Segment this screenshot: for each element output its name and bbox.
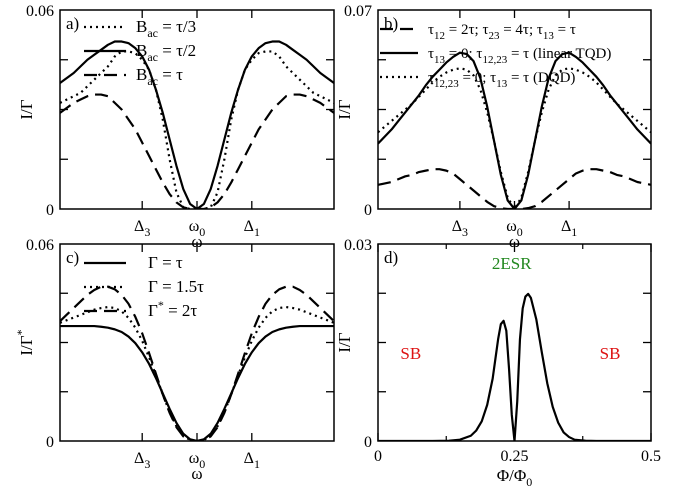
panel-b: 0 0.07 I/Γ b) Δ3 ω0 Δ1 ω τ12 = 2τ; τ23 = 4τ; τ13… bbox=[335, 3, 652, 251]
panel-label: c) bbox=[66, 248, 79, 267]
legend-entry: Γ = 1.5τ bbox=[148, 277, 204, 296]
legend-entry: Γ = τ bbox=[148, 253, 183, 272]
x-tick-label: Δ1 bbox=[561, 218, 577, 239]
legend-entry: τ12 = 2τ; τ23 = 4τ; τ13 = τ bbox=[428, 22, 576, 42]
y-tick-label: 0 bbox=[46, 434, 54, 451]
x-axis-label: ω bbox=[191, 464, 202, 483]
y-tick-label: 0.06 bbox=[26, 3, 54, 20]
x-tick-label: Δ3 bbox=[452, 218, 468, 239]
series-line-3 bbox=[378, 67, 651, 209]
x-tick-label: 0 bbox=[374, 448, 382, 465]
y-axis-label: I/Γ bbox=[17, 99, 36, 119]
y-axis-label: I/Γ bbox=[335, 99, 354, 119]
plot-frame bbox=[59, 243, 335, 442]
x-tick-label: Δ1 bbox=[244, 218, 260, 239]
y-axis-label: I/Γ* bbox=[14, 329, 36, 355]
plot-frame bbox=[377, 243, 652, 442]
series-line-3 bbox=[60, 93, 334, 209]
series-line-1 bbox=[378, 292, 651, 441]
x-tick-label: ω0 bbox=[506, 218, 523, 239]
series-line-2 bbox=[378, 51, 651, 209]
x-axis-label: ω bbox=[509, 232, 520, 251]
x-axis-label: Φ/Φ0 bbox=[497, 466, 533, 489]
y-axis-label: I/Γ bbox=[335, 332, 354, 352]
panel-c: 0 0.06 I/Γ* c) Δ3 ω0 Δ1 ω Γ = τ Γ = 1.5τ Γ* = 2τ bbox=[14, 237, 335, 483]
series-line-1 bbox=[378, 168, 651, 209]
x-tick-label: 0.25 bbox=[501, 448, 529, 465]
y-tick-label: 0.07 bbox=[344, 3, 372, 20]
x-tick-label: Δ3 bbox=[134, 450, 150, 471]
annotation-label: SB bbox=[400, 344, 421, 363]
plot-frame bbox=[59, 9, 335, 210]
legend-entry: Bac = τ bbox=[136, 65, 183, 88]
annotation-label: SB bbox=[600, 344, 621, 363]
annotation-label: 2ESR bbox=[492, 254, 532, 273]
x-axis-label: ω bbox=[191, 232, 202, 251]
legend-entry: τ13 = 0; τ12,23 = τ (linear TQD) bbox=[428, 46, 611, 66]
y-tick-label: 0 bbox=[46, 202, 54, 219]
series-line-1 bbox=[60, 50, 334, 209]
y-tick-label: 0.03 bbox=[344, 237, 372, 254]
y-tick-label: 0 bbox=[364, 434, 372, 451]
y-tick-label: 0 bbox=[364, 202, 372, 219]
x-tick-label: 0.5 bbox=[641, 448, 661, 465]
legend-entry: Γ* = 2τ bbox=[148, 298, 197, 320]
series-line-2 bbox=[60, 305, 334, 441]
plot-frame bbox=[377, 9, 652, 210]
panel-d: 0 0.03 I/Γ d) 0 0.25 0.5 Φ/Φ0 SB 2ESR SB bbox=[335, 237, 661, 489]
x-tick-label: ω0 bbox=[189, 218, 206, 239]
panel-label: b) bbox=[384, 14, 398, 33]
x-tick-label: ω0 bbox=[189, 450, 206, 471]
y-tick-label: 0.06 bbox=[26, 237, 54, 254]
x-tick-label: Δ1 bbox=[244, 450, 260, 471]
series-line-1 bbox=[60, 324, 334, 441]
panel-label: d) bbox=[384, 248, 398, 267]
x-tick-label: Δ3 bbox=[134, 218, 150, 239]
panel-label: a) bbox=[66, 14, 79, 33]
series-line-2 bbox=[60, 40, 334, 209]
legend-entry: Bac = τ/3 bbox=[136, 17, 196, 40]
legend-entry: τ12,23 = 0; τ13 = τ (DQD) bbox=[428, 70, 575, 90]
legend-entry: Bac = τ/2 bbox=[136, 41, 196, 64]
